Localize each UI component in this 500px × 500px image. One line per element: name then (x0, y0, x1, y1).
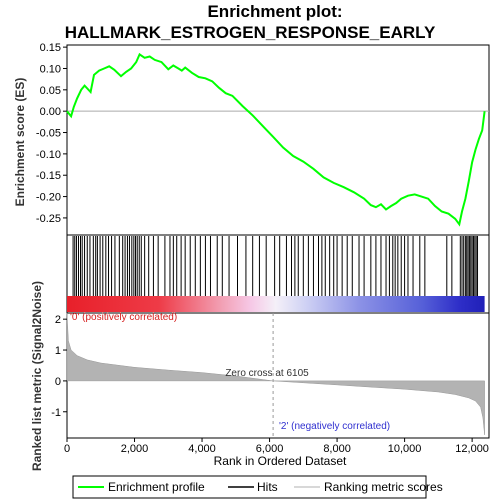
es-y-tick-label: 0.00 (40, 106, 61, 118)
legend-es-label: Enrichment profile (108, 480, 205, 494)
es-y-tick-label: 0.10 (40, 63, 61, 75)
x-axis: 0 2,000 4,000 6,000 8,000 10,000 12,000 (64, 438, 489, 455)
x-tick-label: 8,000 (323, 443, 351, 455)
chart-title-line1: Enrichment plot: (207, 2, 342, 21)
x-tick-label: 2,000 (121, 443, 149, 455)
negative-correlation-label: '2' (negatively correlated) (279, 421, 390, 432)
es-y-tick-label: -0.05 (36, 128, 61, 140)
x-tick-label: 6,000 (256, 443, 284, 455)
es-y-tick-label: -0.10 (36, 149, 61, 161)
es-y-axis-label: Enrichment score (ES) (13, 78, 27, 207)
x-axis-label: Rank in Ordered Dataset (214, 454, 347, 468)
es-y-tick-label: 0.05 (40, 85, 61, 97)
ranking-metric-area (66, 312, 485, 435)
es-y-tick-label: -0.15 (36, 170, 61, 182)
metric-y-tick-label: -1 (51, 407, 61, 419)
metric-y-axis-label: Ranked list metric (Signal2Noise) (30, 281, 44, 471)
hit-marks (72, 236, 479, 296)
x-tick-label: 12,000 (455, 443, 489, 455)
metric-y-tick-label: 2 (55, 314, 61, 326)
metric-y-axis: 2 1 0 -1 (51, 314, 67, 419)
x-tick-label: 10,000 (388, 443, 422, 455)
rank-color-bar (67, 296, 485, 312)
es-y-tick-label: 0.15 (40, 42, 61, 54)
chart-title-line2: HALLMARK_ESTROGEN_RESPONSE_EARLY (65, 23, 436, 42)
enrichment-profile-line (66, 52, 486, 227)
metric-y-tick-label: 1 (55, 345, 61, 357)
legend-hits-label: Hits (257, 480, 278, 494)
legend-metric-label: Ranking metric scores (324, 480, 443, 494)
x-tick-label: 4,000 (188, 443, 216, 455)
es-y-tick-label: -0.20 (36, 192, 61, 204)
es-y-axis: 0.15 0.10 0.05 0.00 -0.05 -0.10 -0.15 -0.20 -0.2… (36, 42, 67, 225)
positive-correlation-label: '0' (positively correlated) (70, 312, 177, 323)
x-tick-label: 0 (64, 443, 70, 455)
es-y-tick-label: -0.25 (36, 213, 61, 225)
metric-y-tick-label: 0 (55, 376, 61, 388)
zero-cross-label: Zero cross at 6105 (225, 368, 309, 379)
es-panel-frame (66, 44, 490, 236)
